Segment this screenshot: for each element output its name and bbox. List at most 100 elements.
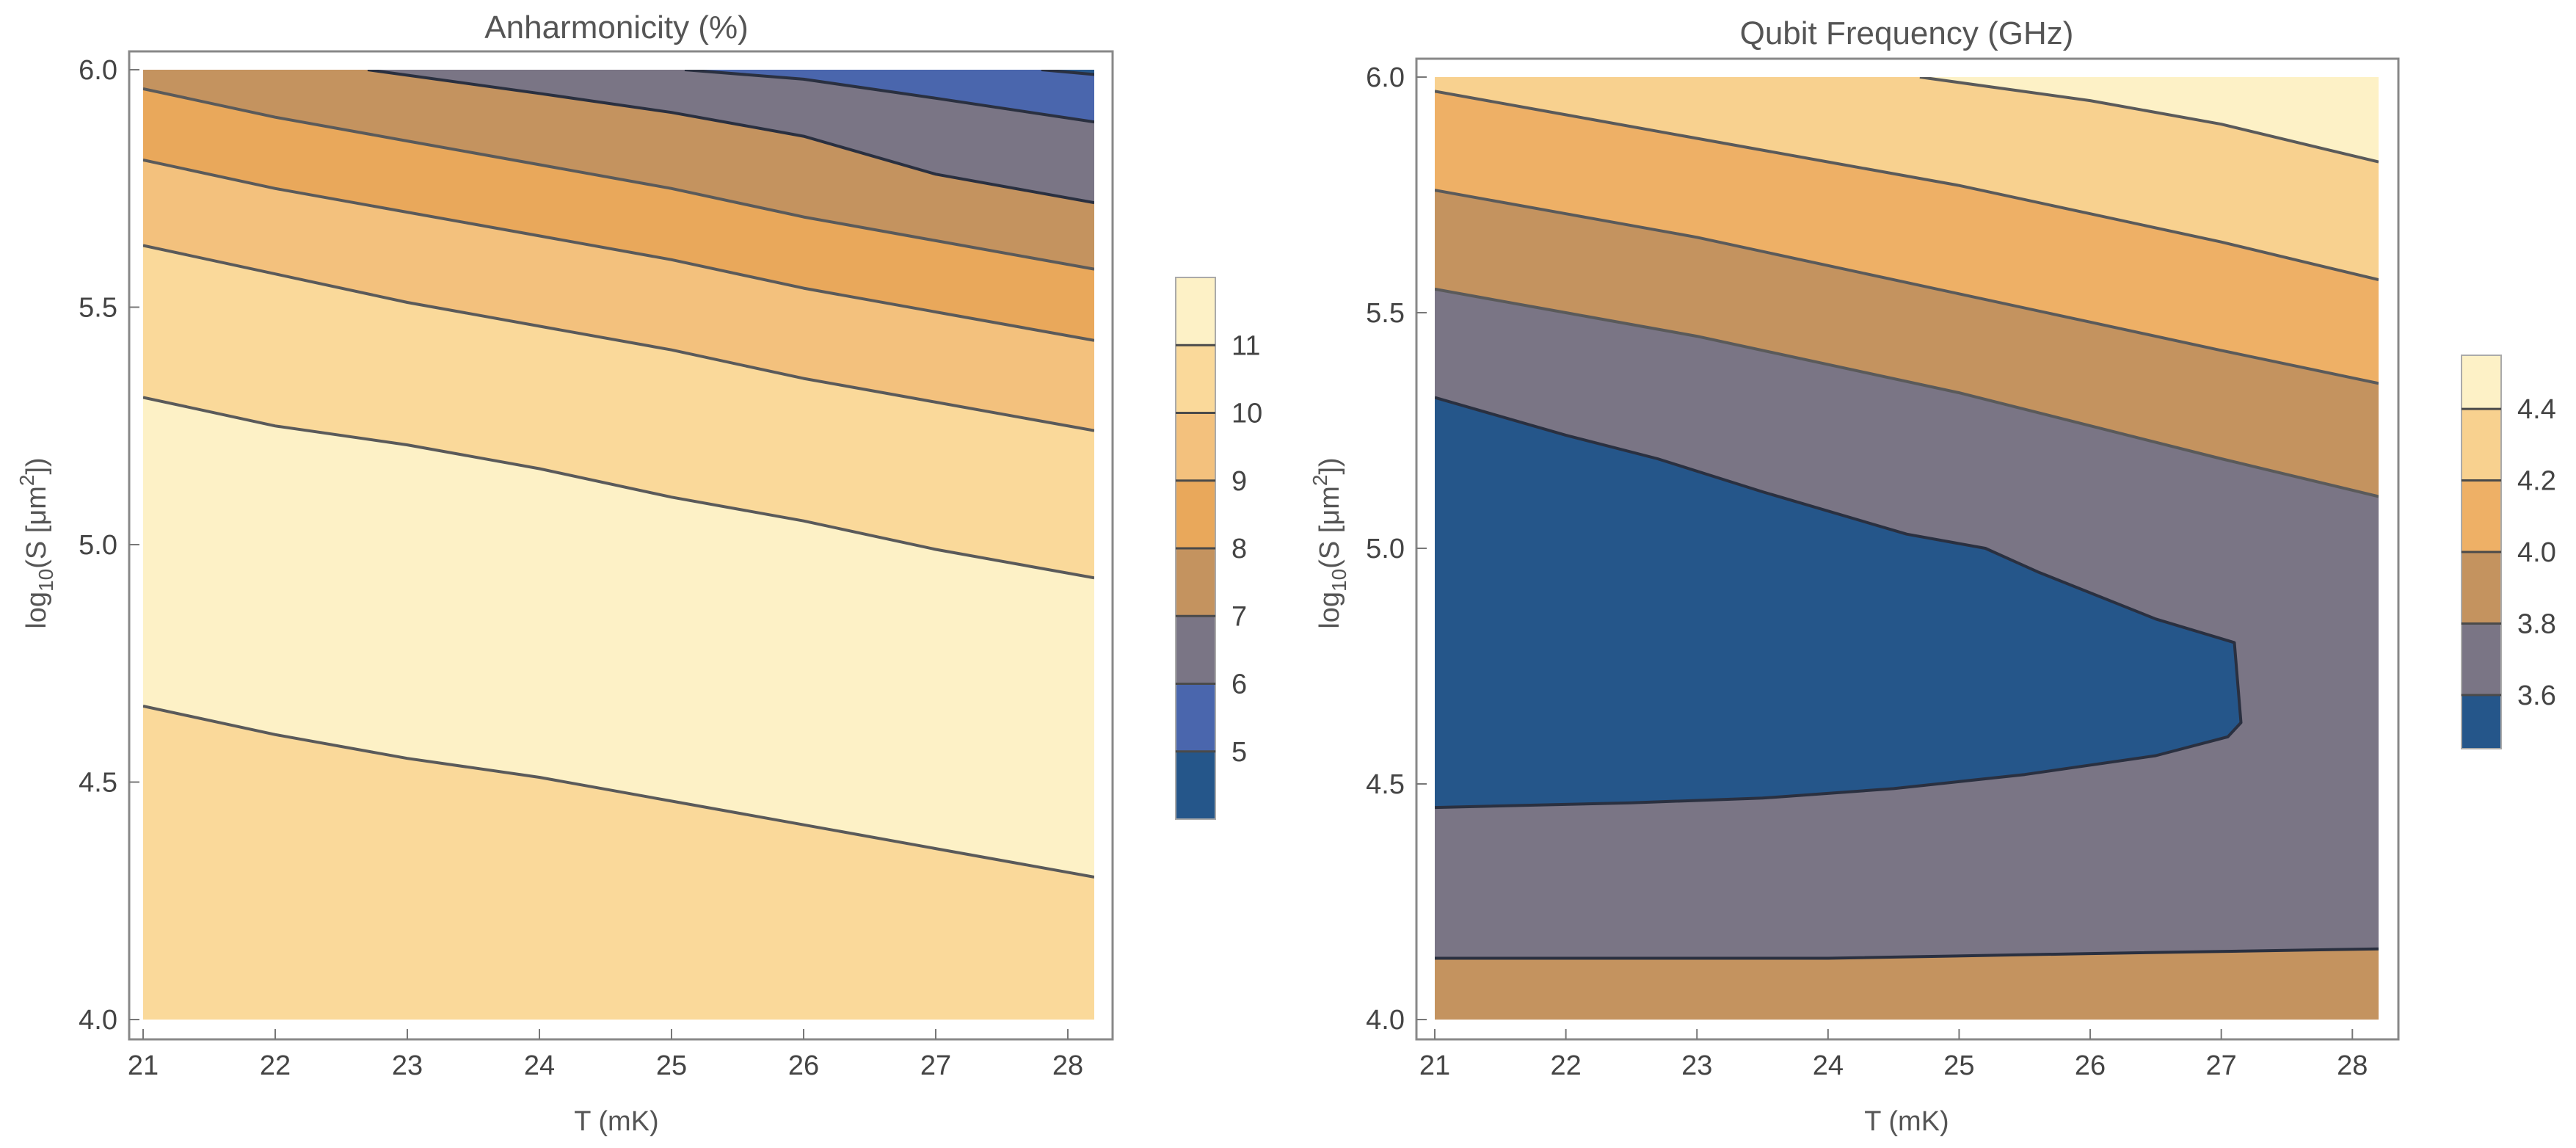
qubit-frequency-legend-swatch: [2462, 694, 2501, 749]
anharmonicity-legend-swatch: [1176, 345, 1215, 413]
qubit-frequency-legend-label: 3.8: [2517, 608, 2556, 639]
qubit-frequency-x-tick-label: 28: [2337, 1050, 2368, 1081]
qubit-frequency-y-tick-label: 6.0: [1366, 62, 1405, 93]
anharmonicity-legend-label: 10: [1231, 399, 1262, 429]
qubit-frequency-legend-swatch: [2462, 623, 2501, 695]
qubit-frequency-contour-4-6: [1919, 77, 2379, 164]
qubit-frequency-legend-label: 4.0: [2517, 537, 2556, 568]
qubit-band-below-3-6: [1435, 397, 2241, 808]
anharmonicity-legend-swatch: [1176, 616, 1215, 684]
anharmonicity-y-tick-label: 4.0: [79, 1005, 117, 1036]
qubit-frequency-legend-swatch: [2462, 552, 2501, 624]
qubit-frequency-y-ticks: 4.0 4.5 5.0 5.5 6.0: [1366, 62, 1427, 1036]
y-label-sub: 10: [1328, 569, 1350, 592]
anharmonicity-band-5-6: [663, 70, 1094, 123]
anharmonicity-legend: 5 6 7 8 9 10 11: [1175, 277, 1262, 820]
anharmonicity-contour-10: [143, 396, 1094, 580]
anharmonicity-y-tick-label: 4.5: [79, 768, 117, 799]
anharmonicity-chart: Anharmonicity (%) 21 22 23 24 25 26 27 28 4.04.…: [15, 10, 1262, 1137]
qubit-frequency-legend-label: 3.6: [2517, 680, 2556, 711]
qubit-frequency-legend-label: 4.2: [2517, 466, 2556, 497]
anharmonicity-legend-swatch: [1176, 751, 1215, 819]
anharmonicity-contour-8: [143, 158, 1094, 342]
qubit-frequency-y-tick-label: 4.0: [1366, 1005, 1405, 1036]
anharmonicity-x-tick-label: 22: [260, 1050, 291, 1081]
anharmonicity-band-6-7: [346, 70, 1094, 203]
anharmonicity-legend-swatch: [1176, 683, 1215, 752]
anharmonicity-contour-lines: [143, 70, 1094, 879]
anharmonicity-x-tick-label: 24: [524, 1050, 555, 1081]
qubit-frequency-legend-labels: 3.6 3.8 4.0 4.2 4.4: [2462, 394, 2556, 711]
anharmonicity-legend-swatch: [1176, 548, 1215, 617]
qubit-band-above-4-6: [1897, 77, 2379, 162]
qubit-frequency-legend-label: 4.4: [2517, 394, 2556, 425]
anharmonicity-legend-label: 8: [1231, 534, 1247, 564]
anharmonicity-x-ticks: 21 22 23 24 25 26 27 28: [128, 1029, 1083, 1081]
anharmonicity-y-ticks: 4.0 4.5 5.0 5.5 6.0: [79, 55, 139, 1036]
anharmonicity-x-tick-label: 27: [920, 1050, 951, 1081]
y-label-log: log: [21, 592, 52, 629]
qubit-frequency-legend: 3.6 3.8 4.0 4.2 4.4: [2461, 355, 2556, 749]
anharmonicity-contour-7: [143, 87, 1094, 271]
anharmonicity-legend-swatch: [1176, 413, 1215, 481]
qubit-frequency-y-tick-label: 5.5: [1366, 298, 1405, 329]
qubit-band-below-3-8: [1435, 948, 2379, 1020]
qubit-frequency-chart: Qubit Frequency (GHz) 21 22 23 24 25 26 27 28 4…: [1309, 15, 2556, 1137]
qubit-frequency-x-tick-label: 25: [1943, 1050, 1974, 1081]
qubit-frequency-contour-4-4: [1435, 90, 2379, 282]
anharmonicity-x-tick-label: 21: [128, 1050, 159, 1081]
qubit-frequency-x-ticks: 21 22 23 24 25 26 27 28: [1419, 1029, 2368, 1081]
qubit-frequency-legend-swatch: [2462, 355, 2501, 410]
qubit-frequency-contour-4: [1435, 287, 2379, 498]
anharmonicity-legend-label: 11: [1231, 330, 1260, 361]
anharmonicity-band-below-5: [1019, 70, 1094, 75]
anharmonicity-contour-11: [143, 705, 1094, 879]
y-label-sub: 10: [34, 569, 57, 592]
anharmonicity-title: Anharmonicity (%): [484, 10, 748, 46]
y-label-inner: (S [μm: [1314, 486, 1345, 569]
anharmonicity-contour-9: [143, 244, 1094, 432]
qubit-frequency-x-tick-label: 21: [1419, 1050, 1450, 1081]
anharmonicity-legend-label: 5: [1231, 737, 1247, 768]
qubit-frequency-contour-3-8: [1435, 947, 2379, 960]
qubit-frequency-x-tick-label: 22: [1550, 1050, 1581, 1081]
anharmonicity-legend-label: 6: [1231, 669, 1247, 700]
anharmonicity-contour-6: [367, 70, 1094, 205]
anharmonicity-legend-labels: 5 6 7 8 9 10 11: [1176, 330, 1262, 768]
qubit-frequency-contour-4-2: [1435, 189, 2379, 385]
y-label-sup: 2: [15, 475, 38, 487]
qubit-frequency-title: Qubit Frequency (GHz): [1740, 15, 2074, 51]
anharmonicity-legend-label: 9: [1231, 466, 1247, 497]
anharmonicity-legend-swatch: [1176, 480, 1215, 548]
qubit-frequency-contour-3-6: [1435, 396, 2243, 810]
y-label-inner: (S [μm: [21, 486, 52, 569]
anharmonicity-legend-label: 7: [1231, 601, 1247, 632]
qubit-frequency-legend-swatch: [2462, 409, 2501, 481]
y-label-log: log: [1314, 592, 1345, 629]
qubit-frequency-plot-area: [1435, 77, 2379, 1020]
anharmonicity-x-label: T (mK): [574, 1106, 658, 1137]
y-label-tail: ]): [1314, 457, 1345, 474]
y-label-tail: ]): [21, 457, 52, 474]
y-label-sup: 2: [1309, 475, 1331, 487]
qubit-frequency-contour-lines: [1435, 77, 2379, 960]
anharmonicity-x-tick-label: 26: [788, 1050, 819, 1081]
anharmonicity-contour-4-6: [1041, 70, 1094, 76]
qubit-frequency-x-tick-label: 26: [2075, 1050, 2106, 1081]
anharmonicity-legend-swatch: [1176, 277, 1215, 346]
anharmonicity-y-tick-label: 6.0: [79, 55, 117, 86]
anharmonicity-x-tick-label: 23: [392, 1050, 423, 1081]
qubit-frequency-y-tick-label: 4.5: [1366, 769, 1405, 800]
qubit-frequency-x-label: T (mK): [1864, 1106, 1949, 1137]
anharmonicity-plot-area: [143, 70, 1094, 1020]
anharmonicity-contour-5: [684, 70, 1094, 124]
anharmonicity-legend-swatches: [1176, 277, 1215, 819]
qubit-frequency-x-tick-label: 24: [1813, 1050, 1844, 1081]
anharmonicity-x-tick-label: 28: [1052, 1050, 1083, 1081]
qubit-frequency-x-tick-label: 23: [1681, 1050, 1712, 1081]
anharmonicity-y-label: log10(S [μm2]): [15, 457, 57, 628]
qubit-frequency-y-label: log10(S [μm2]): [1309, 457, 1350, 628]
anharmonicity-y-tick-label: 5.0: [79, 530, 117, 561]
qubit-frequency-legend-swatches: [2462, 355, 2501, 749]
